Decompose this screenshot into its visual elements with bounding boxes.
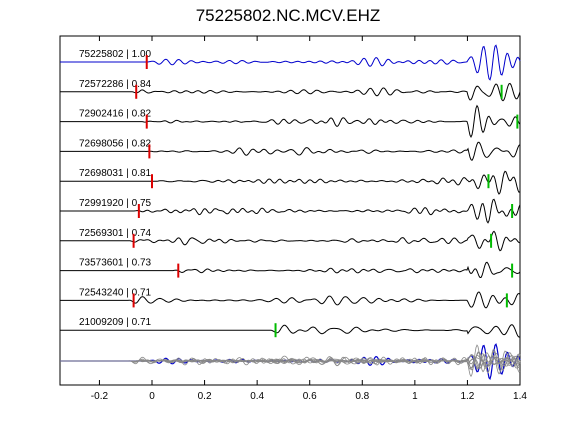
trace-label: 21009209 | 0.71	[79, 317, 152, 328]
trace-line	[60, 291, 521, 309]
trace-6: 72569301 | 0.74	[60, 228, 521, 252]
trace-label: 72572286 | 0.84	[79, 79, 152, 90]
trace-line	[60, 261, 521, 278]
trace-label: 72543240 | 0.71	[79, 287, 152, 298]
trace-0: 75225802 | 1.00	[60, 44, 521, 81]
trace-3: 72698056 | 0.82	[60, 138, 521, 161]
trace-1: 72572286 | 0.84	[60, 79, 521, 102]
trace-8: 72543240 | 0.71	[60, 287, 521, 309]
trace-label: 75225802 | 1.00	[79, 49, 152, 60]
x-axis: -0.2 0 0.2 0.4 0.6 0.8 1 1.2 1.4	[91, 36, 527, 402]
trace-label: 72698031 | 0.81	[79, 168, 152, 179]
trace-9: 21009209 | 0.71	[60, 317, 521, 338]
trace-label: 72569301 | 0.74	[79, 228, 152, 239]
x-tick-label: -0.2	[91, 391, 109, 402]
trace-7: 73573601 | 0.73	[60, 258, 521, 278]
x-tick-label: 1.2	[460, 391, 474, 402]
traces-group: 75225802 | 1.00 72572286 | 0.84 72902416 |…	[60, 44, 521, 338]
trace-line	[60, 170, 521, 195]
x-tick-label: 0.2	[198, 391, 212, 402]
x-tick-label: 1.4	[513, 391, 527, 402]
chart-title: 75225802.NC.MCV.EHZ	[195, 6, 381, 25]
stack-trace	[60, 355, 521, 369]
trace-label: 72698056 | 0.82	[79, 138, 152, 149]
x-tick-label: 0	[149, 391, 155, 402]
x-tick-label: 0.8	[355, 391, 369, 402]
trace-label: 72991920 | 0.75	[79, 198, 152, 209]
trace-line	[60, 230, 521, 252]
trace-line	[60, 141, 521, 161]
stack-group	[60, 343, 521, 380]
trace-label: 73573601 | 0.73	[79, 258, 152, 269]
trace-label: 72902416 | 0.82	[79, 109, 152, 120]
x-tick-label: 0.6	[303, 391, 317, 402]
trace-line	[60, 324, 521, 338]
trace-2: 72902416 | 0.82	[60, 104, 521, 138]
trace-line	[60, 44, 521, 81]
trace-line	[60, 198, 521, 224]
trace-5: 72991920 | 0.75	[60, 198, 521, 224]
trace-line	[60, 104, 521, 138]
trace-4: 72698031 | 0.81	[60, 168, 521, 195]
x-tick-label: 1	[412, 391, 418, 402]
x-tick-label: 0.4	[250, 391, 264, 402]
